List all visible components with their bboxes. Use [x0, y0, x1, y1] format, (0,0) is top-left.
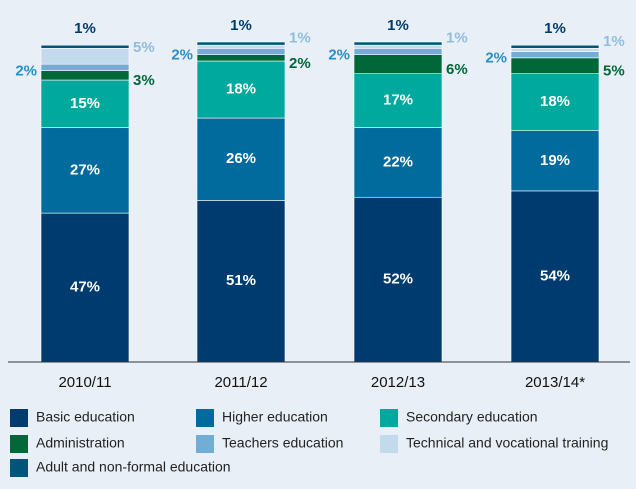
bar-segment: [196, 54, 286, 62]
legend-label: Basic education: [36, 409, 135, 425]
value-label: 2%: [289, 55, 311, 72]
bar-segment: [353, 196, 443, 363]
bar-segment: [40, 127, 130, 214]
legend-label: Teachers education: [222, 435, 343, 451]
bar-segment: [196, 44, 286, 49]
bar-segment: [353, 48, 443, 55]
value-label: 1%: [387, 17, 409, 34]
value-label: 52%: [383, 271, 413, 288]
bar-segment: [40, 48, 130, 65]
bar-segment: [40, 70, 130, 81]
legend-swatch: [380, 409, 398, 427]
legend-swatch: [380, 435, 398, 453]
value-label: 2%: [485, 50, 507, 67]
value-label: 19%: [540, 152, 570, 169]
x-tick-label: 2013/14*: [525, 374, 585, 391]
value-label: 1%: [544, 20, 566, 37]
value-label: 2%: [171, 46, 193, 63]
value-label: 18%: [226, 80, 256, 97]
bar-segment: [510, 130, 600, 192]
value-label: 17%: [383, 92, 413, 109]
legend-label: Higher education: [222, 409, 328, 425]
value-label: 1%: [446, 30, 468, 47]
bar-segment: [196, 117, 286, 201]
bar-segment: [510, 57, 600, 74]
value-label: 5%: [133, 39, 155, 56]
x-tick-label: 2011/12: [214, 374, 267, 391]
legend-swatch: [10, 409, 28, 427]
value-label: 22%: [383, 153, 413, 170]
bar-segment: [510, 73, 600, 132]
bar-segment: [196, 41, 286, 46]
bar-segment: [510, 44, 600, 49]
value-label: 2%: [15, 62, 37, 79]
bar-segment: [510, 190, 600, 363]
value-label: 1%: [603, 33, 625, 50]
value-label: 1%: [74, 20, 96, 37]
legend-swatch: [196, 409, 214, 427]
value-label: 15%: [70, 95, 100, 112]
value-label: 3%: [133, 72, 155, 89]
value-label: 51%: [226, 272, 256, 289]
value-label: 47%: [70, 279, 100, 296]
legend-label: Adult and non-formal education: [36, 459, 231, 475]
value-label: 5%: [603, 63, 625, 80]
value-label: 27%: [70, 161, 100, 178]
value-label: 6%: [446, 61, 468, 78]
bar-segment: [40, 63, 130, 71]
value-label: 1%: [289, 30, 311, 47]
x-tick-label: 2012/13: [371, 374, 425, 391]
bar-segment: [353, 41, 443, 46]
value-label: 18%: [540, 93, 570, 110]
value-label: 2%: [328, 46, 350, 63]
legend-label: Technical and vocational training: [406, 435, 608, 451]
legend-label: Administration: [36, 435, 125, 451]
bar-segment: [353, 127, 443, 198]
bar-segment: [510, 51, 600, 59]
bar-segment: [196, 48, 286, 55]
bar-segment: [353, 54, 443, 74]
bar-segment: [353, 44, 443, 49]
bar-segment: [196, 200, 286, 363]
value-label: 1%: [230, 17, 252, 34]
bar-segment: [196, 60, 286, 119]
bar-segment: [353, 73, 443, 128]
legend-swatch: [10, 459, 28, 477]
bar-segment: [40, 212, 130, 363]
value-label: 54%: [540, 267, 570, 284]
value-label: 26%: [226, 150, 256, 167]
legend-swatch: [10, 435, 28, 453]
legend-label: Secondary education: [406, 409, 538, 425]
x-tick-label: 2010/11: [58, 374, 111, 391]
legend-swatch: [196, 435, 214, 453]
bar-segment: [510, 48, 600, 52]
bar-segment: [40, 44, 130, 49]
